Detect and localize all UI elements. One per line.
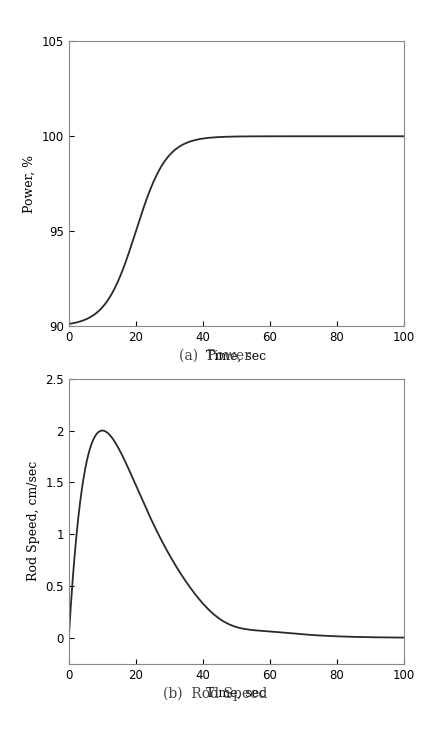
Y-axis label: Power, %: Power, % xyxy=(23,154,36,213)
Text: (a)  Power: (a) Power xyxy=(179,349,251,363)
X-axis label: Time, sec: Time, sec xyxy=(206,687,267,700)
X-axis label: Time, sec: Time, sec xyxy=(206,350,267,363)
Y-axis label: Rod Speed, cm/sec: Rod Speed, cm/sec xyxy=(27,461,40,581)
Text: (b)  Rod Speed: (b) Rod Speed xyxy=(163,686,267,700)
